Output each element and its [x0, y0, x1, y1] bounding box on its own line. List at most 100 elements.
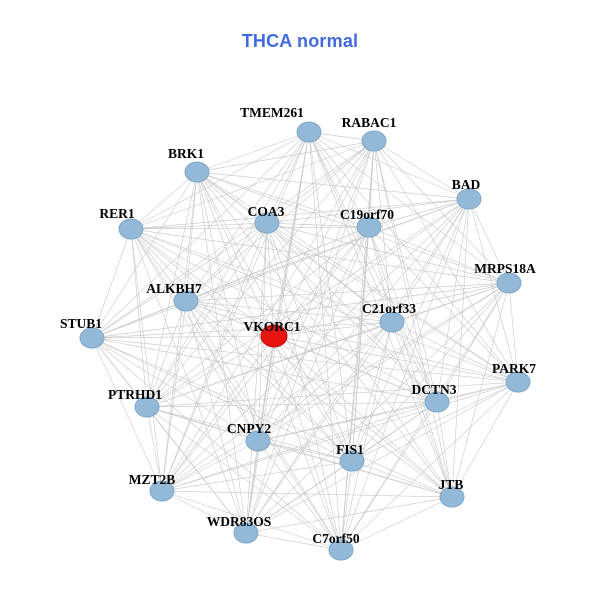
- edge: [351, 460, 453, 498]
- edge: [436, 198, 470, 403]
- edge: [130, 228, 393, 323]
- edge: [91, 228, 132, 339]
- edge: [245, 532, 342, 551]
- edge: [91, 337, 259, 442]
- edge: [130, 228, 247, 534]
- edge: [185, 300, 453, 498]
- edge: [245, 140, 375, 534]
- edge: [91, 321, 393, 339]
- edge: [273, 335, 519, 383]
- edge: [146, 300, 187, 408]
- edge: [130, 228, 519, 383]
- edge: [273, 335, 438, 403]
- edge: [130, 228, 510, 284]
- edge: [196, 171, 247, 534]
- edge: [391, 321, 453, 498]
- edge: [185, 198, 470, 302]
- edge: [351, 198, 470, 462]
- edge: [130, 222, 268, 230]
- node-label-PTRHD1: PTRHD1: [108, 387, 162, 402]
- edge: [91, 300, 187, 339]
- node-DCTN3: [424, 391, 450, 413]
- node-PTRHD1: [134, 396, 160, 418]
- edge: [130, 228, 438, 403]
- edge: [257, 226, 370, 442]
- edge: [266, 131, 310, 224]
- node-RER1: [118, 218, 144, 240]
- edge: [351, 321, 393, 462]
- edge: [468, 198, 510, 284]
- edge: [308, 131, 519, 383]
- edge: [130, 228, 187, 302]
- edge: [266, 222, 370, 228]
- edge: [161, 198, 470, 492]
- edge: [161, 381, 519, 492]
- node-CNPY2: [245, 430, 271, 452]
- edge: [257, 381, 519, 442]
- edge: [161, 490, 342, 551]
- edge: [185, 300, 353, 462]
- edge: [245, 381, 519, 534]
- edge: [146, 401, 438, 408]
- edge: [257, 282, 510, 442]
- node-label-RABAC1: RABAC1: [342, 115, 397, 130]
- edge: [468, 198, 519, 383]
- edge: [340, 226, 370, 551]
- node-PARK7: [505, 371, 531, 393]
- edge: [196, 131, 310, 173]
- edge: [185, 222, 268, 302]
- edge: [373, 140, 510, 284]
- edge: [340, 321, 393, 551]
- edge: [257, 321, 393, 442]
- edge: [266, 140, 375, 224]
- edge: [391, 198, 470, 323]
- edge: [245, 222, 268, 534]
- edge: [146, 406, 342, 551]
- node-label-MRPS18A: MRPS18A: [474, 261, 536, 276]
- edge: [196, 171, 259, 442]
- edge: [245, 226, 370, 534]
- node-label-CNPY2: CNPY2: [227, 421, 271, 436]
- edge: [273, 335, 453, 498]
- node-RABAC1: [361, 130, 387, 152]
- edge: [130, 140, 375, 230]
- edge: [185, 131, 310, 302]
- edge: [91, 337, 342, 551]
- edge: [161, 171, 198, 492]
- edge: [391, 321, 519, 383]
- node-label-JTB: JTB: [439, 477, 464, 492]
- node-STUB1: [79, 327, 105, 349]
- edge: [266, 198, 470, 224]
- node-BRK1: [184, 161, 210, 183]
- node-MZT2B: [149, 480, 175, 502]
- edge: [266, 222, 510, 284]
- node-label-MZT2B: MZT2B: [129, 472, 176, 487]
- node-label-C19orf70: C19orf70: [340, 207, 394, 222]
- edge: [91, 335, 275, 339]
- node-label-TMEM261: TMEM261: [240, 105, 304, 120]
- edge: [146, 335, 275, 408]
- edge: [146, 198, 470, 408]
- edge: [161, 282, 510, 492]
- edge: [340, 381, 519, 551]
- edge: [245, 198, 470, 534]
- node-VKORC1: [260, 324, 288, 348]
- edge: [373, 140, 453, 498]
- edge: [368, 226, 438, 403]
- edge: [436, 401, 453, 498]
- node-WDR83OS: [233, 522, 259, 544]
- edge: [146, 131, 310, 408]
- node-BAD: [456, 188, 482, 210]
- edge: [146, 226, 370, 408]
- edge: [308, 131, 438, 403]
- edge: [130, 228, 342, 551]
- edge: [273, 321, 393, 337]
- edge: [130, 228, 353, 462]
- edge: [451, 381, 519, 498]
- edge: [161, 131, 310, 492]
- node-C19orf70: [356, 216, 382, 238]
- edge: [340, 496, 453, 551]
- edge: [308, 131, 510, 284]
- edge: [161, 226, 370, 492]
